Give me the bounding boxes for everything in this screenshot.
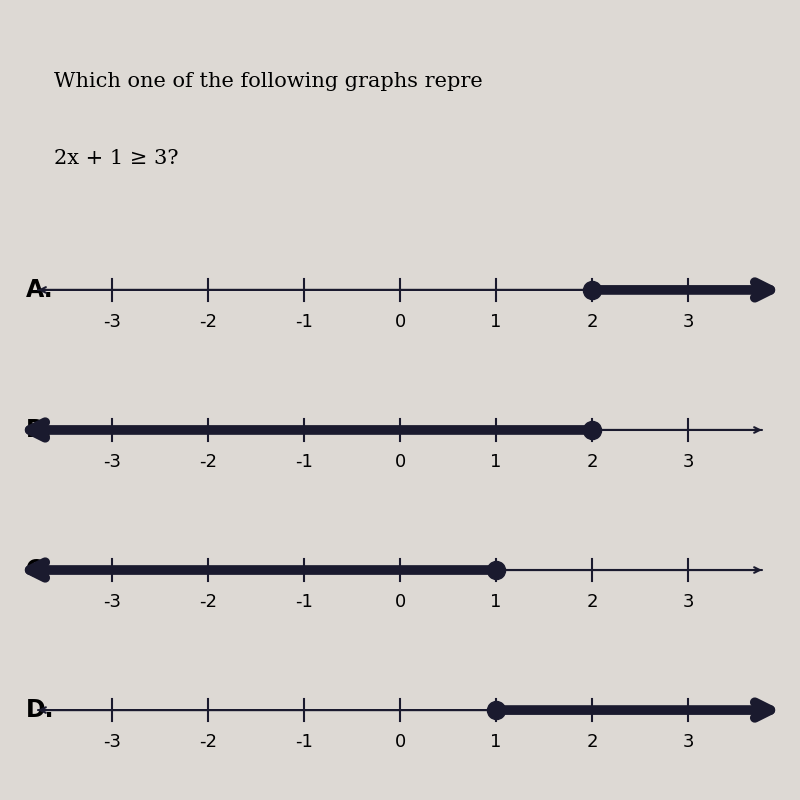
Text: -1: -1 [295, 453, 313, 470]
Text: 1: 1 [490, 313, 502, 330]
Text: 0: 0 [394, 733, 406, 751]
Text: B.: B. [26, 418, 53, 442]
Text: Which one of the following graphs repre: Which one of the following graphs repre [54, 72, 483, 91]
Text: -1: -1 [295, 733, 313, 751]
Text: -2: -2 [199, 453, 217, 470]
Text: 3: 3 [682, 313, 694, 330]
Text: 3: 3 [682, 733, 694, 751]
Text: 3: 3 [682, 453, 694, 470]
Text: 2: 2 [586, 313, 598, 330]
Text: D.: D. [26, 698, 54, 722]
Text: 2: 2 [586, 453, 598, 470]
Text: -2: -2 [199, 593, 217, 610]
Text: -1: -1 [295, 313, 313, 330]
Text: C.: C. [26, 558, 52, 582]
Text: 1: 1 [490, 733, 502, 751]
Text: -3: -3 [103, 593, 121, 610]
Text: 2x + 1 ≥ 3?: 2x + 1 ≥ 3? [54, 149, 179, 168]
Text: 2: 2 [586, 733, 598, 751]
Text: -1: -1 [295, 593, 313, 610]
Text: 2: 2 [586, 593, 598, 610]
Text: 1: 1 [490, 453, 502, 470]
Text: 0: 0 [394, 313, 406, 330]
Text: -3: -3 [103, 733, 121, 751]
Text: -3: -3 [103, 313, 121, 330]
Text: A.: A. [26, 278, 54, 302]
Text: 0: 0 [394, 593, 406, 610]
Text: -2: -2 [199, 733, 217, 751]
Text: 1: 1 [490, 593, 502, 610]
Text: 0: 0 [394, 453, 406, 470]
Text: -2: -2 [199, 313, 217, 330]
Text: -3: -3 [103, 453, 121, 470]
Text: 3: 3 [682, 593, 694, 610]
